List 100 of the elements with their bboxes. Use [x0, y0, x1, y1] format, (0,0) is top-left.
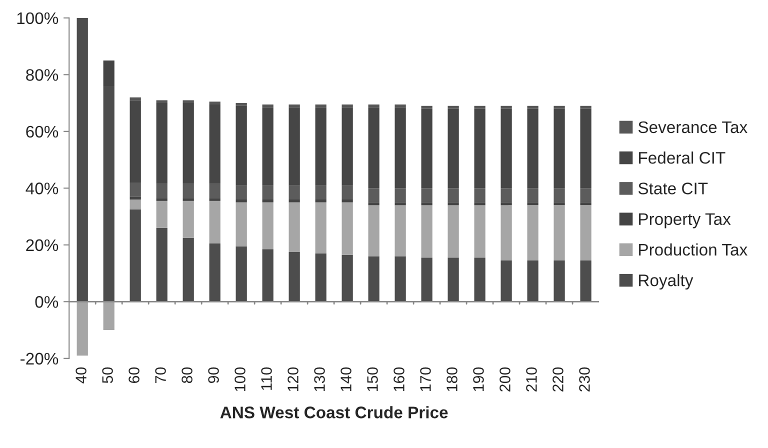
bar	[288, 104, 300, 108]
legend-label: Production Tax	[639, 243, 748, 256]
bar	[236, 185, 247, 200]
bar	[580, 260, 592, 302]
bar	[474, 188, 486, 202]
bar	[315, 185, 326, 200]
bar	[130, 182, 141, 197]
bar	[394, 256, 406, 302]
bar	[342, 107, 353, 186]
bar	[368, 205, 380, 256]
bar	[448, 258, 459, 302]
bar	[421, 108, 432, 188]
bar	[368, 188, 380, 202]
bar	[315, 202, 326, 254]
bar	[554, 188, 565, 202]
bar	[156, 103, 168, 184]
bar	[315, 200, 326, 202]
x-tick-label: 50	[102, 367, 113, 384]
bar	[236, 103, 247, 106]
bar	[394, 205, 406, 256]
bar	[474, 258, 486, 302]
x-tick-label: 100	[234, 367, 246, 392]
legend-label: Federal CIT	[639, 152, 726, 164]
bar	[394, 188, 406, 202]
bar	[315, 104, 326, 108]
bar	[315, 107, 326, 186]
bar	[554, 205, 565, 261]
bar	[580, 108, 592, 188]
x-tick-label: 60	[128, 367, 140, 383]
bar	[500, 205, 512, 261]
bar	[182, 103, 194, 184]
bar	[236, 246, 247, 302]
x-tick-label: 120	[288, 367, 298, 392]
bar	[156, 200, 168, 228]
x-tick-label: 180	[446, 367, 458, 392]
bar	[209, 198, 220, 201]
bar	[130, 200, 141, 210]
bar	[580, 188, 592, 202]
bar	[182, 200, 194, 238]
bar	[130, 209, 141, 302]
legend-label: State CIT	[638, 182, 708, 194]
bar	[500, 202, 512, 206]
bar	[262, 107, 274, 186]
bar	[554, 260, 565, 302]
bar	[448, 205, 459, 258]
y-tick-label: 0%	[35, 296, 58, 308]
bar	[209, 243, 220, 302]
bar	[500, 188, 512, 202]
bar	[421, 188, 432, 202]
bar	[209, 184, 220, 198]
x-tick-label: 140	[340, 367, 352, 392]
bar	[262, 200, 274, 202]
bar	[236, 200, 247, 202]
y-tick-label: 20%	[26, 239, 58, 252]
bar	[500, 260, 512, 302]
bar	[448, 108, 459, 188]
bar	[342, 202, 353, 255]
bar	[448, 188, 459, 202]
y-tick-label: 100%	[17, 12, 58, 24]
y-tick-label: 80%	[26, 69, 58, 81]
bar	[448, 106, 459, 109]
x-tick-label: 220	[552, 367, 564, 392]
bar	[368, 107, 380, 188]
bar	[500, 106, 512, 109]
x-tick-label: 210	[526, 367, 537, 392]
bar	[130, 196, 141, 200]
bar	[156, 184, 168, 198]
bar	[288, 252, 300, 302]
bar	[474, 106, 486, 109]
x-tick-label: 90	[208, 367, 219, 384]
x-tick-label: 170	[420, 367, 431, 392]
bar	[421, 258, 432, 302]
bar	[580, 202, 592, 206]
bar	[421, 205, 432, 258]
bar	[103, 302, 114, 330]
bar	[76, 18, 88, 302]
x-tick-label: 230	[579, 367, 590, 392]
bar	[554, 108, 565, 188]
x-tick-label: 70	[155, 367, 166, 383]
bar	[394, 104, 406, 108]
bar	[448, 202, 459, 206]
bar	[394, 107, 406, 188]
bar	[500, 108, 512, 188]
bar	[209, 102, 220, 104]
bar	[342, 185, 353, 200]
x-tick-label: 200	[500, 367, 510, 392]
bar	[580, 106, 592, 109]
y-tick-label: 60%	[26, 126, 58, 138]
bar	[236, 202, 247, 246]
bar	[554, 106, 565, 109]
bar	[76, 302, 88, 356]
bar	[368, 104, 380, 108]
bar	[236, 106, 247, 186]
bar	[288, 185, 300, 200]
bar	[209, 200, 220, 244]
x-tick-label: 150	[367, 367, 378, 392]
bar	[182, 100, 194, 104]
bar	[209, 104, 220, 184]
bar	[288, 200, 300, 202]
bar	[156, 228, 168, 302]
